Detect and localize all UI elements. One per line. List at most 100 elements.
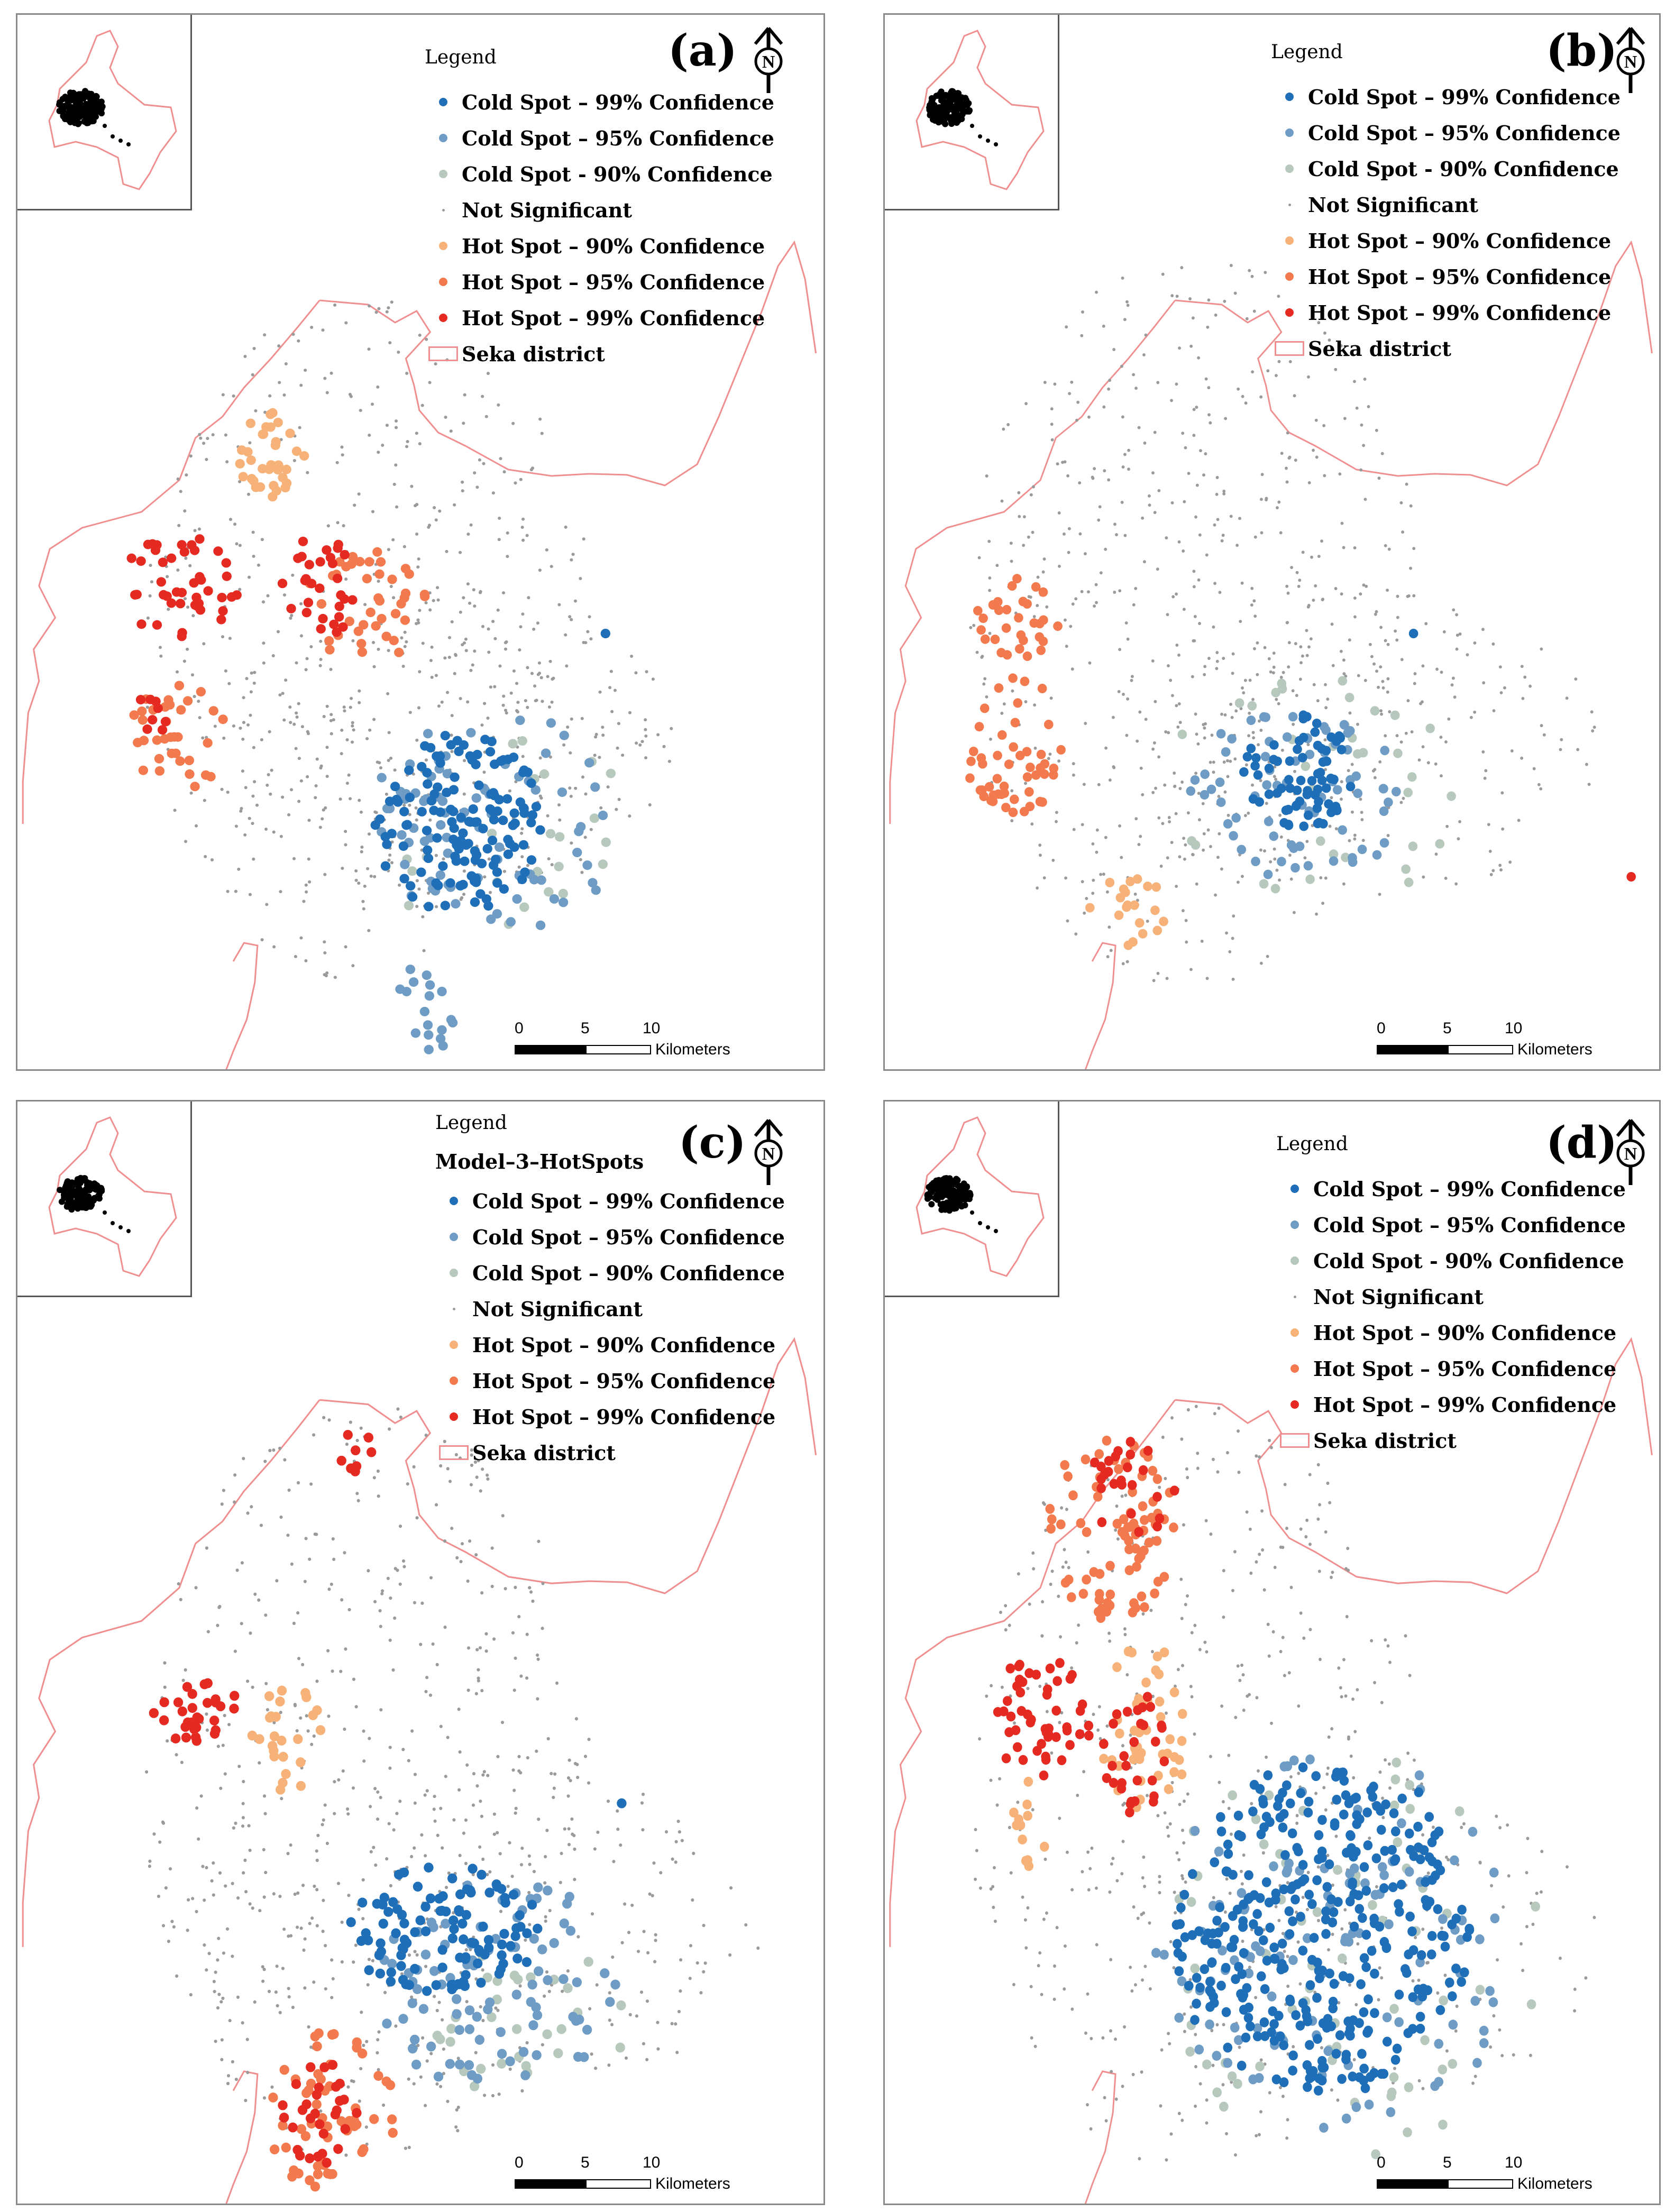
point-notsig [1489,2045,1493,2049]
point-notsig [500,1721,505,1724]
point-notsig [1283,1674,1286,1677]
point-notsig [1298,579,1302,582]
point-notsig [991,1885,995,1888]
point-hot95 [196,687,206,697]
point-notsig [359,1426,363,1430]
point-notsig [1324,683,1327,686]
point-notsig [1250,603,1253,607]
point-cold99 [454,1906,464,1917]
point-cold99 [448,806,459,816]
point-notsig [1093,604,1096,608]
point-cold99 [471,759,481,769]
point-cold99 [1269,2019,1279,2030]
point-notsig [472,588,475,592]
point-notsig [1285,621,1289,625]
point-notsig [995,1803,999,1807]
point-notsig [253,780,257,784]
point-notsig [277,344,281,348]
point-notsig [264,1682,268,1685]
point-cold99 [463,839,473,849]
point-cold99 [416,867,426,877]
point-cold90 [1228,1790,1238,1801]
panel-label: (b) [1546,25,1617,76]
point-notsig [564,525,568,529]
point-notsig [566,726,570,729]
point-notsig [398,1582,402,1586]
point-cold99 [1359,2076,1369,2086]
point-notsig [1056,462,1059,466]
point-notsig [1030,822,1034,826]
point-notsig [1384,544,1387,547]
point-notsig [473,1460,477,1464]
point-cold99 [1407,1926,1417,1936]
point-notsig [1445,824,1449,828]
scale-tick-label: 10 [643,2154,661,2171]
point-notsig [1177,1858,1181,1861]
point-notsig [458,550,462,554]
point-cold95 [397,830,407,840]
legend-label: Hot Spot – 90% Confidence [472,1333,776,1357]
scale-tick-label: 5 [581,1020,590,1037]
point-notsig [433,1995,436,1998]
point-notsig [371,641,376,644]
point-notsig [1095,850,1099,854]
point-cold99 [1306,2072,1316,2082]
point-notsig [524,1938,527,1942]
point-cold95 [558,897,569,907]
point-hot90 [264,1691,274,1701]
point-notsig [1102,873,1105,876]
point-notsig [969,626,973,629]
point-cold95 [1305,749,1315,759]
point-notsig [217,1605,221,1609]
legend-item-district: Seka district [435,1435,785,1471]
point-notsig [1310,555,1313,559]
point-notsig [1359,592,1362,596]
point-notsig [306,732,310,736]
point-notsig [1086,2103,1089,2107]
inset-point [87,117,94,124]
point-notsig [1370,1639,1374,1642]
point-cold99 [1273,756,1282,766]
point-notsig [459,697,462,700]
point-notsig [1093,467,1096,471]
point-notsig [1036,575,1040,579]
point-hot90 [1138,929,1148,939]
point-cold99 [1330,1818,1340,1829]
point-notsig [1120,856,1123,859]
point-notsig [1502,1905,1505,1909]
point-notsig [1444,1856,1448,1859]
point-cold95 [1384,1919,1394,1930]
point-notsig [586,630,590,634]
point-notsig [1207,657,1211,660]
point-notsig [1413,1758,1416,1762]
point-cold99 [1408,1992,1418,2003]
point-notsig [414,806,418,810]
point-cold99 [1246,744,1256,754]
point-hot90 [238,472,248,482]
point-cold90 [1259,879,1269,889]
point-notsig [573,1847,576,1851]
point-cold99 [1278,1787,1287,1798]
point-notsig [400,1972,404,1976]
point-cold99 [456,812,466,822]
point-notsig [1421,745,1425,749]
point-hot99 [187,1703,197,1713]
point-notsig [278,2011,282,2015]
point-hot95 [138,765,149,775]
point-notsig [491,2094,495,2098]
point-notsig [1294,642,1297,646]
point-notsig [394,463,398,467]
point-cold99 [1282,1780,1292,1791]
point-notsig [1241,1939,1244,1943]
point-cold95 [420,1949,431,1960]
point-notsig [1134,586,1138,590]
point-notsig [548,659,552,663]
point-notsig [1070,667,1074,671]
point-notsig [376,760,379,764]
point-notsig [1065,325,1068,329]
point-notsig [254,409,258,412]
point-cold95 [474,2035,485,2045]
point-notsig [1453,695,1457,699]
inset-point [956,103,963,110]
point-cold99 [1359,2007,1369,2017]
